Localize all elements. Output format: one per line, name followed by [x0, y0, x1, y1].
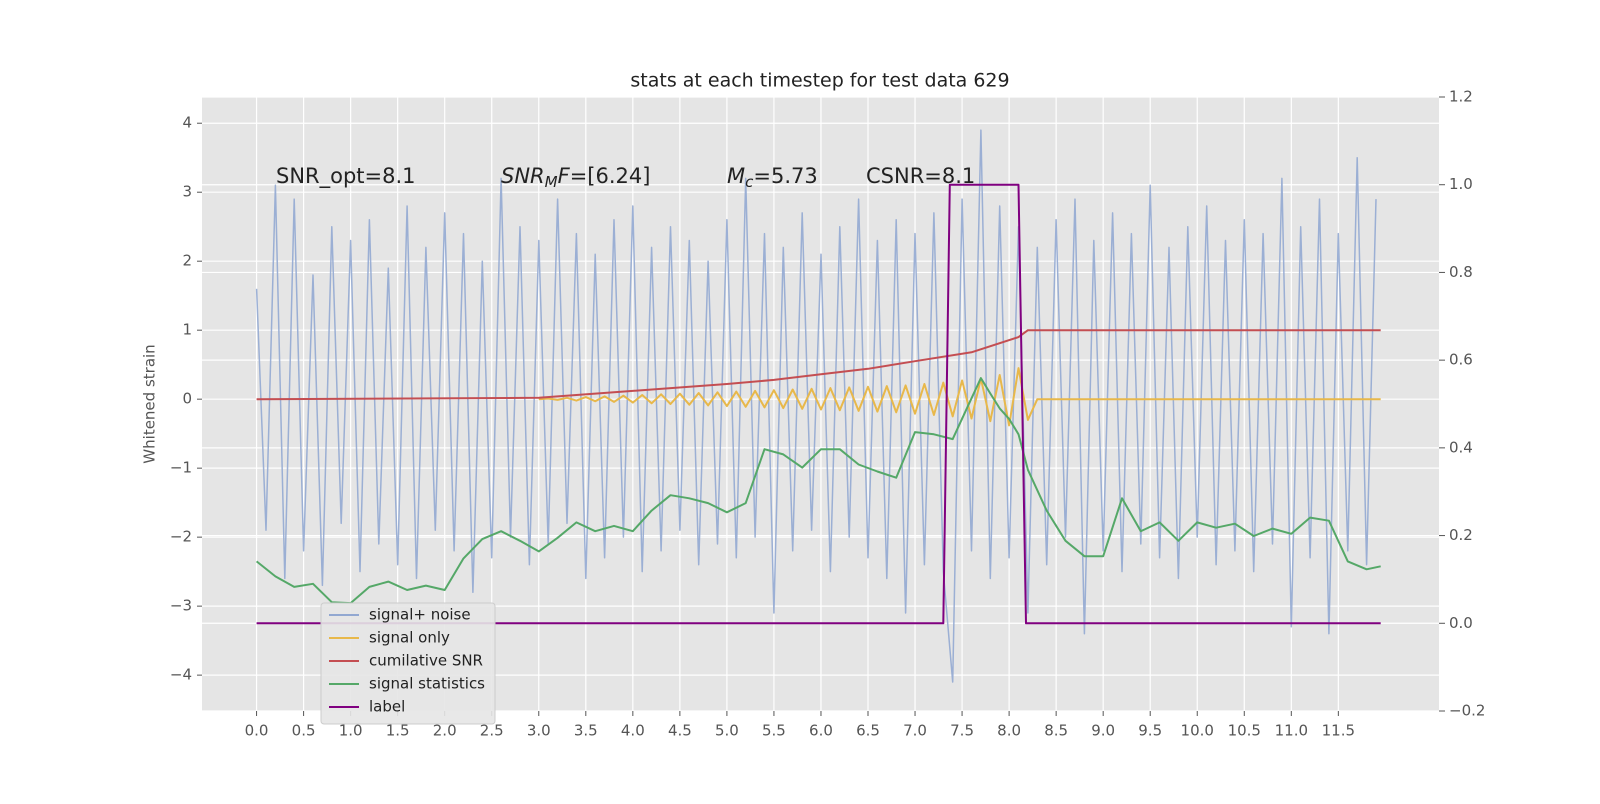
x-tick-label: 5.0: [715, 722, 739, 740]
x-tick-label: 3.5: [574, 722, 598, 740]
x-tick-label: 1.5: [386, 722, 410, 740]
y-tick-label: 0: [182, 390, 192, 408]
y-tick-label: 1: [182, 321, 192, 339]
x-tick-label: 2.5: [480, 722, 504, 740]
axes: 0.0 0.5 1.0 1.5 2.0 2.5 3.0 3.5 4.0 4.5 5.0 5.5 6.0 6…: [170, 88, 1486, 740]
annotation-part: M: [727, 164, 745, 188]
x-tick-label: 10.0: [1181, 722, 1214, 740]
y-axis-label: Whitened strain: [141, 344, 159, 463]
x-tick-label: 8.5: [1044, 722, 1068, 740]
y-tick-label: −1: [170, 459, 192, 477]
legend: signal+ noise signal only cumilative SNR si…: [320, 602, 496, 725]
x-tick-label: 8.0: [997, 722, 1021, 740]
y2-tick-label: 0.6: [1449, 351, 1473, 369]
y2-tick-label: 1.0: [1449, 175, 1473, 193]
legend-label: signal statistics: [369, 675, 485, 693]
y2-tick-label: 0.0: [1449, 614, 1473, 632]
y2-tick-label: 1.2: [1449, 88, 1473, 106]
y2-tick-label: 0.4: [1449, 438, 1473, 456]
x-tick-label: 10.5: [1228, 722, 1261, 740]
y2-tick-label: 0.8: [1449, 263, 1473, 281]
x-tick-label: 7.0: [903, 722, 927, 740]
y2-tick-label: −0.2: [1449, 702, 1485, 720]
annotation-part: =[6.24]: [570, 164, 651, 188]
x-tick-label: 11.0: [1275, 722, 1308, 740]
annotation-part: c: [745, 173, 754, 191]
x-tick-label: 9.0: [1091, 722, 1115, 740]
annotation-part: SNR_opt=8.1: [276, 164, 416, 189]
series-layer: [255, 129, 1381, 683]
legend-box: [320, 602, 496, 725]
x-tick-label: 5.5: [762, 722, 786, 740]
legend-label: signal only: [369, 629, 450, 647]
series-line: [256, 183, 1381, 625]
x-tick-label: 4.0: [621, 722, 645, 740]
legend-label: label: [369, 698, 405, 716]
y-tick-label: 4: [182, 114, 192, 132]
legend-label: cumilative SNR: [369, 652, 483, 670]
x-tick-label: 11.5: [1322, 722, 1355, 740]
annotation-part: SNR: [501, 164, 545, 188]
x-tick-label: 6.5: [856, 722, 880, 740]
x-tick-label: 1.0: [339, 722, 363, 740]
y-tick-label: 3: [182, 183, 192, 201]
x-tick-label: 0.0: [245, 722, 269, 740]
x-tick-label: 0.5: [292, 722, 316, 740]
x-tick-label: 2.0: [433, 722, 457, 740]
x-tick-label: 4.5: [668, 722, 692, 740]
x-tick-label: 7.5: [950, 722, 974, 740]
y-tick-label: −2: [170, 528, 192, 546]
annotation: CSNR=8.1: [866, 164, 975, 188]
series-line: [256, 329, 1381, 401]
x-tick-label: 9.5: [1138, 722, 1162, 740]
y-tick-label: 2: [182, 252, 192, 270]
series-line: [538, 367, 1381, 427]
annotation-part: CSNR=8.1: [866, 164, 975, 188]
annotation-part: M: [545, 173, 558, 191]
annotation-part: F: [558, 164, 571, 188]
x-tick-label: 6.0: [809, 722, 833, 740]
annotation-part: =5.73: [753, 164, 817, 188]
y-tick-label: −3: [170, 597, 192, 615]
annotation: SNR_opt=8.1: [276, 164, 416, 189]
y2-tick-label: 0.2: [1449, 526, 1473, 544]
series-line: [255, 129, 1377, 683]
series-line: [255, 377, 1381, 605]
annotation: SNRMF=[6.24]: [501, 164, 650, 191]
chart-title: stats at each timestep for test data 629: [630, 70, 1009, 92]
legend-label: signal+ noise: [369, 606, 471, 624]
y-tick-label: −4: [170, 666, 192, 684]
x-tick-label: 3.0: [527, 722, 551, 740]
annotation: Mc=5.73: [727, 164, 818, 191]
